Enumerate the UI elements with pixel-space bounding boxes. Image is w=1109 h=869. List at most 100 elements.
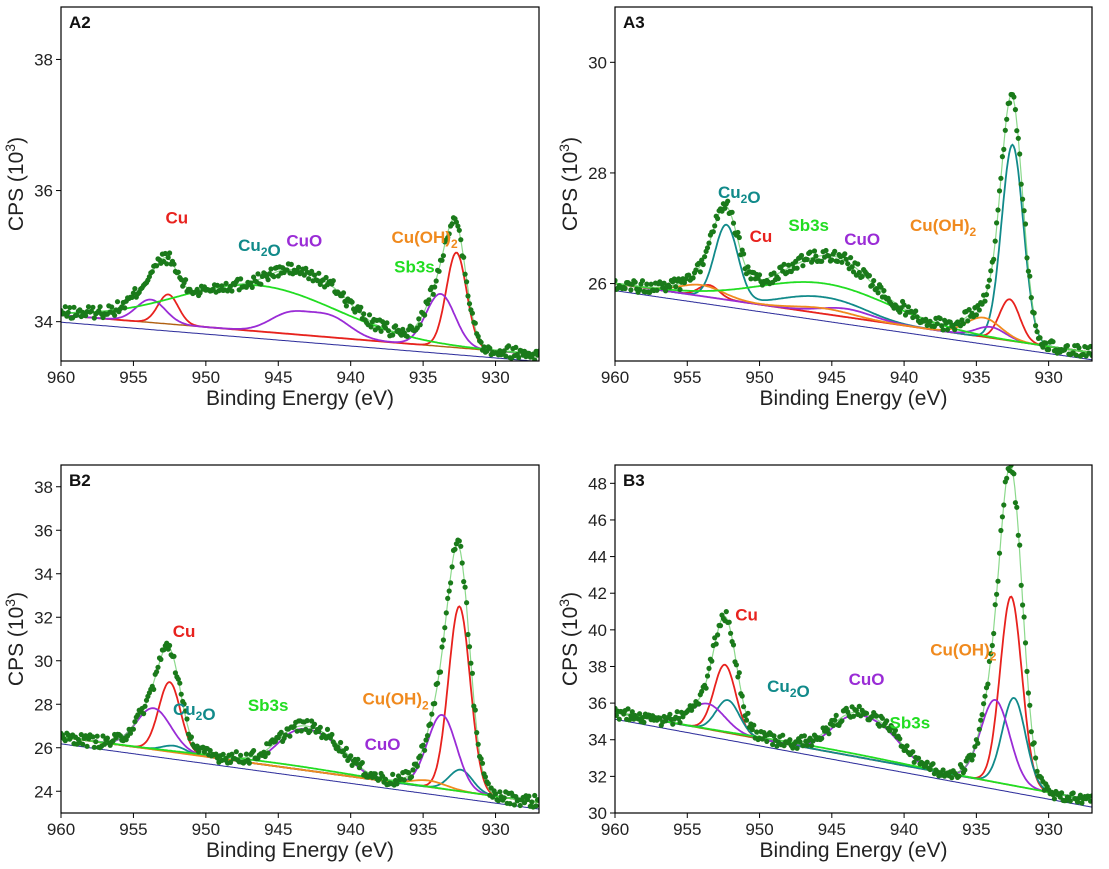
series-line-cuoh2 xyxy=(615,282,1092,354)
data-point xyxy=(268,266,274,272)
data-point xyxy=(91,744,97,750)
data-point xyxy=(988,268,994,274)
data-point xyxy=(1018,582,1024,588)
data-point xyxy=(863,710,870,716)
data-point xyxy=(661,280,667,286)
data-point xyxy=(306,276,312,282)
plot-area xyxy=(61,537,539,810)
data-point xyxy=(1028,295,1034,301)
data-point xyxy=(316,728,322,735)
series-line-cu xyxy=(61,251,539,356)
data-point xyxy=(736,670,742,676)
data-point xyxy=(229,288,235,294)
data-point xyxy=(735,674,741,680)
data-point xyxy=(1089,793,1092,799)
data-point xyxy=(985,284,991,290)
data-point xyxy=(892,727,899,734)
data-point xyxy=(214,282,220,288)
data-point xyxy=(970,752,977,758)
data-point xyxy=(735,229,741,236)
component-label-cuo: CuO xyxy=(286,231,322,250)
data-point xyxy=(246,760,252,766)
data-point xyxy=(532,792,538,799)
data-point xyxy=(969,757,975,763)
data-point xyxy=(501,795,507,801)
data-point xyxy=(155,664,161,670)
data-point xyxy=(426,297,432,303)
data-point xyxy=(427,721,433,727)
x-tick-label: 940 xyxy=(890,820,918,839)
x-tick-label: 940 xyxy=(337,820,365,839)
data-point xyxy=(1046,347,1052,353)
data-point xyxy=(112,312,118,318)
data-point xyxy=(706,665,712,672)
data-point xyxy=(741,251,747,257)
data-point xyxy=(359,760,365,766)
data-point xyxy=(461,579,467,585)
data-point xyxy=(625,706,631,712)
data-point xyxy=(1021,208,1027,214)
data-point xyxy=(487,345,493,351)
data-point xyxy=(449,564,455,570)
plot-frame xyxy=(614,464,1093,814)
component-label-cu2o: Cu2O xyxy=(173,700,216,724)
data-point xyxy=(976,726,982,732)
component-label-cuo: CuO xyxy=(365,735,401,754)
data-point xyxy=(1059,790,1065,796)
series-line-cu2o xyxy=(615,143,1092,354)
data-point xyxy=(810,257,816,263)
data-point xyxy=(949,775,955,781)
data-point xyxy=(475,741,481,747)
y-axis-label: CPS (103) xyxy=(556,137,582,231)
y-tick-label: 38 xyxy=(588,657,607,676)
data-point xyxy=(616,716,622,722)
data-point xyxy=(811,248,818,254)
data-point xyxy=(311,272,318,278)
data-point xyxy=(729,209,735,215)
data-point xyxy=(495,798,501,804)
data-point xyxy=(329,731,335,738)
data-point xyxy=(492,791,499,797)
series-line-sb3s xyxy=(615,281,1092,354)
data-point xyxy=(927,766,933,773)
data-point xyxy=(1043,340,1049,346)
data-point xyxy=(991,630,997,637)
data-point xyxy=(794,745,800,751)
data-point xyxy=(104,735,110,741)
data-point xyxy=(1051,796,1057,802)
data-point xyxy=(982,693,988,699)
data-point xyxy=(154,263,160,269)
data-point xyxy=(533,803,539,809)
data-point xyxy=(424,733,431,739)
component-label-cu: Cu xyxy=(735,606,758,625)
data-point xyxy=(1007,100,1013,106)
x-tick-label: 960 xyxy=(601,820,629,839)
data-point xyxy=(1041,787,1047,793)
data-point xyxy=(506,343,512,349)
data-point xyxy=(316,270,322,276)
component-label-cuoh2: Cu(OH)2 xyxy=(910,216,976,239)
x-axis-label: Binding Energy (eV) xyxy=(206,387,394,410)
component-label-cuoh2: Cu(OH)2 xyxy=(363,689,429,712)
data-point xyxy=(713,641,719,647)
data-point xyxy=(265,277,271,283)
data-point xyxy=(304,718,310,724)
data-point xyxy=(842,251,848,257)
data-point xyxy=(934,321,940,327)
component-label-sb3s: Sb3s xyxy=(788,216,829,235)
data-point xyxy=(197,290,203,296)
data-point xyxy=(430,291,436,297)
data-point xyxy=(715,215,721,222)
data-point xyxy=(445,595,451,602)
data-point xyxy=(774,743,780,749)
data-point xyxy=(874,286,880,292)
data-point xyxy=(856,269,862,276)
data-point xyxy=(798,252,805,259)
data-point xyxy=(323,274,329,281)
data-point xyxy=(995,578,1001,584)
data-point xyxy=(343,745,349,752)
data-point xyxy=(810,738,816,744)
plot-frame xyxy=(60,464,540,814)
data-point xyxy=(988,651,994,657)
data-point xyxy=(384,320,390,326)
